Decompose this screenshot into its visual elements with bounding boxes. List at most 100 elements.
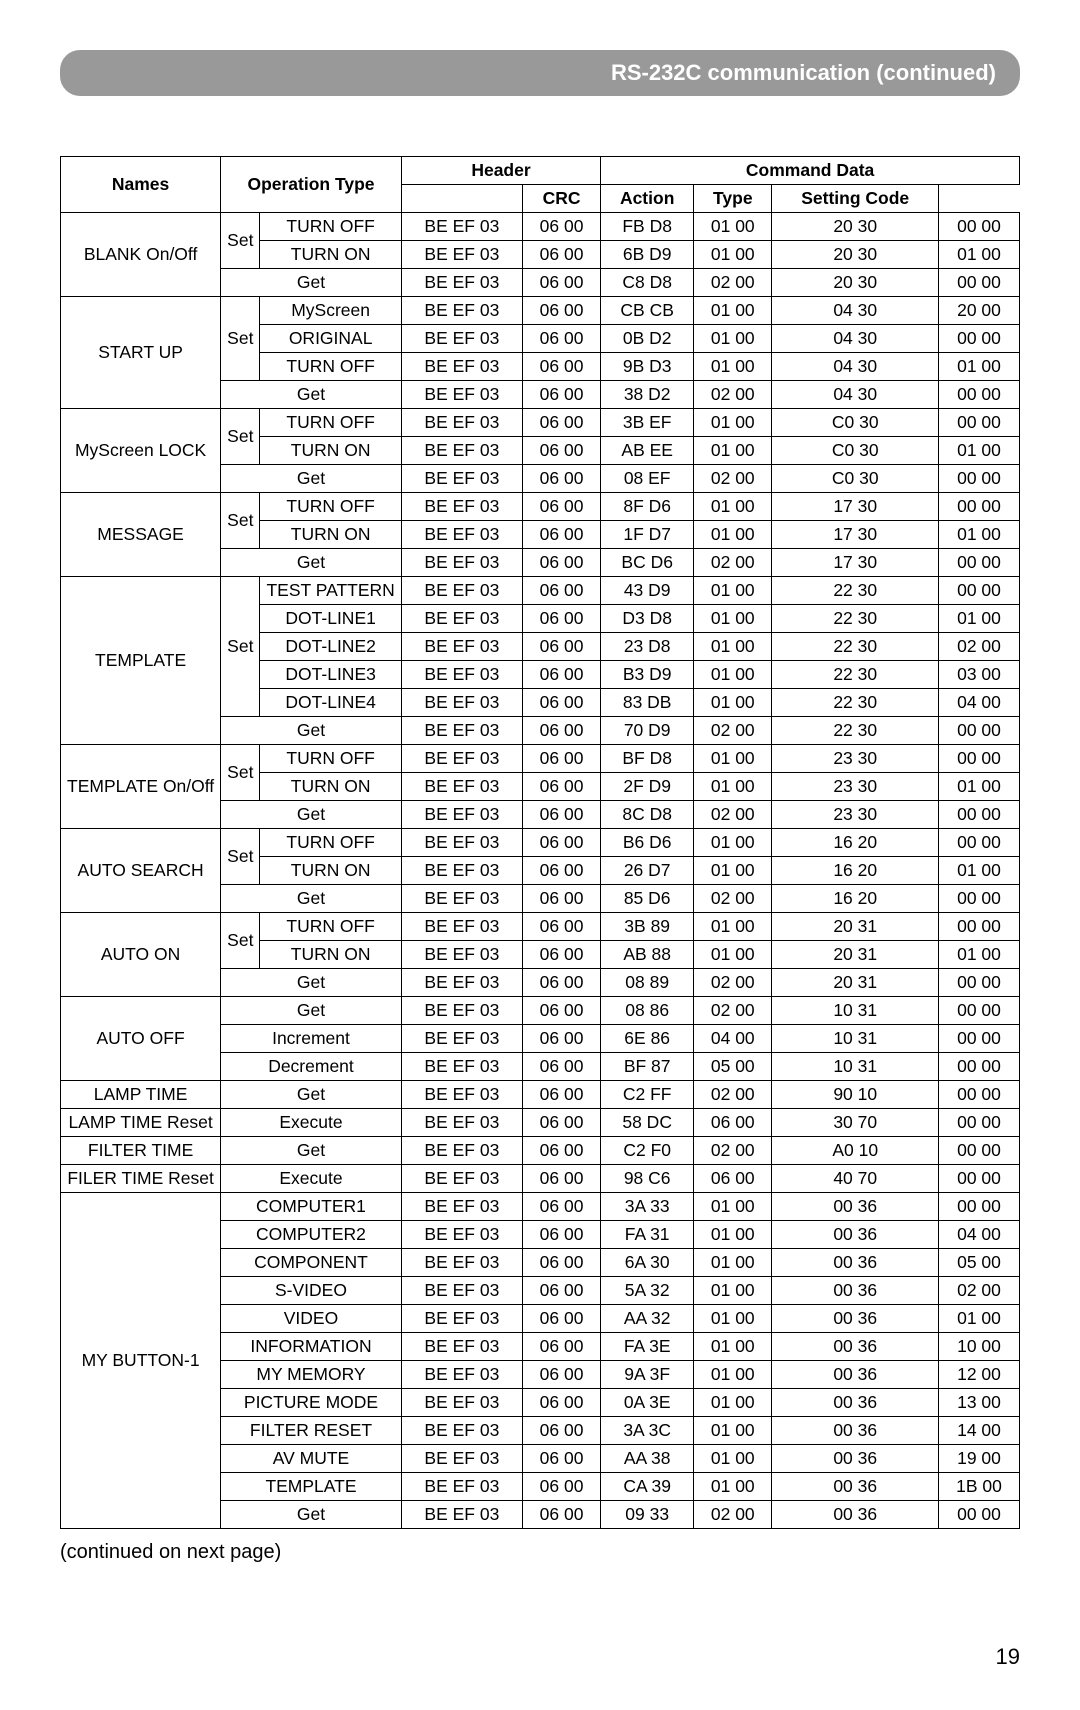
data-cell: 00 00 <box>939 1025 1020 1053</box>
data-cell: 06 00 <box>522 381 600 409</box>
data-cell: 01 00 <box>694 521 772 549</box>
data-cell: BE EF 03 <box>401 1305 522 1333</box>
op-cell: Execute <box>221 1165 402 1193</box>
data-cell: 20 30 <box>772 213 939 241</box>
data-cell: C2 F0 <box>601 1137 694 1165</box>
op-cell: Set <box>221 577 260 717</box>
op-cell: S-VIDEO <box>221 1277 402 1305</box>
op2-cell: ORIGINAL <box>260 325 401 353</box>
data-cell: 02 00 <box>694 969 772 997</box>
op-cell: Get <box>221 969 402 997</box>
op-cell: Increment <box>221 1025 402 1053</box>
data-cell: 02 00 <box>694 549 772 577</box>
data-cell: BE EF 03 <box>401 941 522 969</box>
data-cell: 00 00 <box>939 1053 1020 1081</box>
data-cell: 20 00 <box>939 297 1020 325</box>
data-cell: 04 30 <box>772 381 939 409</box>
command-table: NamesOperation TypeHeaderCommand DataCRC… <box>60 156 1020 1529</box>
data-cell: 00 00 <box>939 465 1020 493</box>
data-cell: 06 00 <box>522 1109 600 1137</box>
data-cell: 38 D2 <box>601 381 694 409</box>
data-cell: 01 00 <box>694 829 772 857</box>
data-cell: 01 00 <box>694 689 772 717</box>
name-cell: AUTO ON <box>61 913 221 997</box>
data-cell: 8F D6 <box>601 493 694 521</box>
data-cell: 17 30 <box>772 521 939 549</box>
data-cell: C8 D8 <box>601 269 694 297</box>
data-cell: BE EF 03 <box>401 353 522 381</box>
data-cell: 08 89 <box>601 969 694 997</box>
data-cell: 20 31 <box>772 941 939 969</box>
data-cell: 23 D8 <box>601 633 694 661</box>
data-cell: 01 00 <box>694 241 772 269</box>
data-cell: 40 70 <box>772 1165 939 1193</box>
data-cell: 02 00 <box>694 801 772 829</box>
data-cell: 01 00 <box>694 1249 772 1277</box>
data-cell: 02 00 <box>694 717 772 745</box>
data-cell: BE EF 03 <box>401 325 522 353</box>
data-cell: 98 C6 <box>601 1165 694 1193</box>
data-cell: 20 31 <box>772 969 939 997</box>
data-cell: BE EF 03 <box>401 969 522 997</box>
data-cell: 01 00 <box>694 1361 772 1389</box>
data-cell: 5A 32 <box>601 1277 694 1305</box>
table-row: TEMPLATESetTEST PATTERNBE EF 0306 0043 D… <box>61 577 1020 605</box>
data-cell: 06 00 <box>522 577 600 605</box>
data-cell: 06 00 <box>522 717 600 745</box>
op-cell: COMPUTER1 <box>221 1193 402 1221</box>
table-row: LAMP TIME ResetExecuteBE EF 0306 0058 DC… <box>61 1109 1020 1137</box>
data-cell: 06 00 <box>522 1081 600 1109</box>
data-cell: 06 00 <box>522 1025 600 1053</box>
data-cell: BE EF 03 <box>401 437 522 465</box>
data-cell: C0 30 <box>772 465 939 493</box>
op-cell: Set <box>221 297 260 381</box>
data-cell: 6E 86 <box>601 1025 694 1053</box>
data-cell: 8C D8 <box>601 801 694 829</box>
data-cell: 3B EF <box>601 409 694 437</box>
data-cell: 01 00 <box>694 605 772 633</box>
data-cell: 02 00 <box>694 1137 772 1165</box>
data-cell: 9B D3 <box>601 353 694 381</box>
data-cell: 02 00 <box>694 381 772 409</box>
data-cell: 06 00 <box>522 213 600 241</box>
data-cell: FA 3E <box>601 1333 694 1361</box>
data-cell: 01 00 <box>694 1445 772 1473</box>
data-cell: 16 20 <box>772 885 939 913</box>
op-cell: Set <box>221 213 260 269</box>
data-cell: 06 00 <box>522 1417 600 1445</box>
data-cell: BE EF 03 <box>401 1193 522 1221</box>
data-cell: 06 00 <box>522 1165 600 1193</box>
data-cell: 02 00 <box>694 465 772 493</box>
data-cell: 58 DC <box>601 1109 694 1137</box>
op2-cell: TURN ON <box>260 941 401 969</box>
data-cell: 90 10 <box>772 1081 939 1109</box>
name-cell: MyScreen LOCK <box>61 409 221 493</box>
table-row: START UPSetMyScreenBE EF 0306 00CB CB01 … <box>61 297 1020 325</box>
data-cell: 20 30 <box>772 241 939 269</box>
data-cell: 06 00 <box>694 1165 772 1193</box>
data-cell: 01 00 <box>694 941 772 969</box>
data-cell: 22 30 <box>772 689 939 717</box>
data-cell: 05 00 <box>939 1249 1020 1277</box>
data-cell: 43 D9 <box>601 577 694 605</box>
data-cell: BE EF 03 <box>401 717 522 745</box>
data-cell: 16 20 <box>772 857 939 885</box>
data-cell: 01 00 <box>694 1277 772 1305</box>
col-setting-code: Setting Code <box>772 185 939 213</box>
data-cell: 20 30 <box>772 269 939 297</box>
table-row: MY BUTTON-1COMPUTER1BE EF 0306 003A 3301… <box>61 1193 1020 1221</box>
data-cell: 1F D7 <box>601 521 694 549</box>
data-cell: BE EF 03 <box>401 1165 522 1193</box>
data-cell: 00 36 <box>772 1305 939 1333</box>
data-cell: 06 00 <box>522 1277 600 1305</box>
data-cell: C0 30 <box>772 409 939 437</box>
op-cell: Get <box>221 381 402 409</box>
data-cell: 01 00 <box>694 1473 772 1501</box>
data-cell: AB EE <box>601 437 694 465</box>
data-cell: 01 00 <box>939 1305 1020 1333</box>
data-cell: BE EF 03 <box>401 1137 522 1165</box>
data-cell: 22 30 <box>772 577 939 605</box>
op-cell: Set <box>221 745 260 801</box>
op-cell: Set <box>221 913 260 969</box>
op-cell: Decrement <box>221 1053 402 1081</box>
